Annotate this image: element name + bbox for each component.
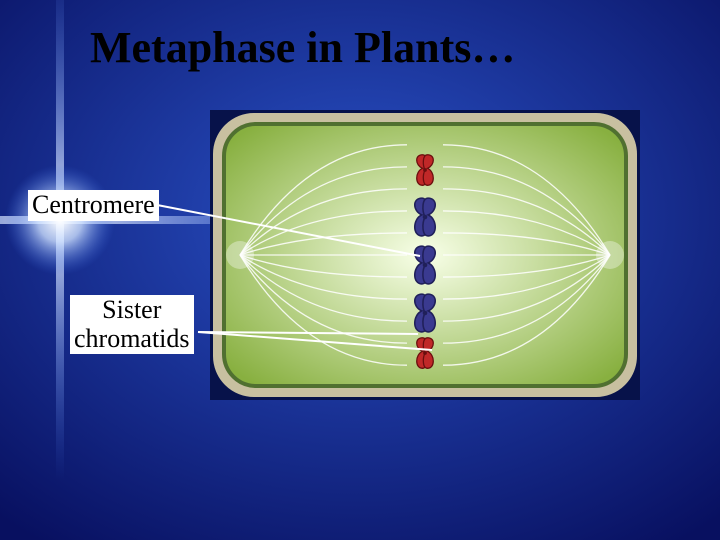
slide-root: Metaphase in Plants… Centromere Sister c…: [0, 0, 720, 540]
label-sister-line1: Sister: [102, 295, 161, 324]
label-centromere-text: Centromere: [32, 190, 155, 219]
slide-title: Metaphase in Plants…: [90, 22, 515, 73]
label-centromere: Centromere: [28, 190, 159, 221]
label-sister-line2: chromatids: [74, 324, 190, 353]
label-sister-chromatids: Sister chromatids: [70, 295, 194, 354]
cell-diagram: [210, 110, 640, 400]
